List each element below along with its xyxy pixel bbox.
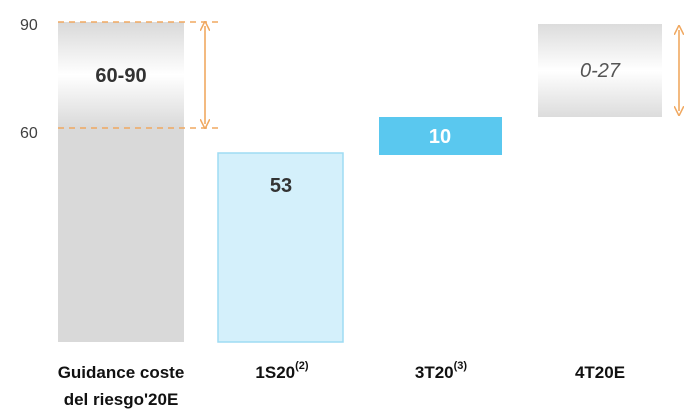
bar-1s20: 53 bbox=[217, 152, 344, 343]
x-label-guidance-line1: Guidance coste bbox=[58, 363, 185, 382]
bar-3t20-label: 10 bbox=[429, 126, 451, 148]
bar-guidance-label: 60-90 bbox=[95, 65, 146, 87]
x-label-1s20-sup: (2) bbox=[295, 360, 309, 372]
y-tick-60: 60 bbox=[20, 125, 38, 142]
bar-guidance-base bbox=[58, 128, 184, 342]
bar-3t20: 10 bbox=[379, 117, 502, 155]
y-tick-90: 90 bbox=[20, 17, 38, 34]
bar-3t20-rect bbox=[379, 117, 502, 155]
bar-4t20e-rect bbox=[538, 24, 662, 117]
x-label-3t20-main: 3T20 bbox=[415, 363, 454, 382]
x-label-guidance-line2: del riesgo'20E bbox=[64, 390, 179, 409]
bar-1s20-label: 53 bbox=[270, 175, 292, 197]
bar-1s20-rect bbox=[217, 152, 344, 343]
bar-guidance: 60-90 bbox=[58, 22, 184, 342]
x-label-3t20-sup: (3) bbox=[454, 360, 468, 372]
x-label-1s20: 1S20(2) bbox=[255, 360, 308, 382]
x-label-3t20: 3T20(3) bbox=[415, 360, 468, 382]
bar-guidance-range bbox=[58, 22, 184, 128]
x-label-1s20-main: 1S20 bbox=[255, 363, 295, 382]
bar-4t20e: 0-27 bbox=[538, 24, 662, 117]
bar-4t20e-label: 0-27 bbox=[580, 60, 621, 82]
x-label-4t20e: 4T20E bbox=[575, 363, 625, 382]
